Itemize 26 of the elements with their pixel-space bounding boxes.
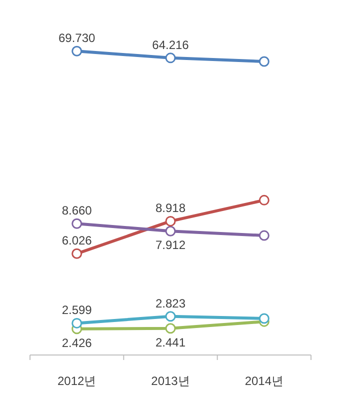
point: [258, 230, 270, 241]
x-tick-label: 2014년: [244, 374, 284, 388]
data-label: 2.426: [62, 336, 92, 350]
point: [165, 323, 176, 334]
point: [72, 46, 82, 56]
x-tick-label: 2012년: [57, 374, 96, 388]
point: [165, 311, 176, 322]
data-label: 2.599: [62, 303, 92, 318]
data-label: 6.026: [62, 234, 92, 248]
x-tick-label: 2013년: [151, 374, 190, 388]
point: [258, 313, 270, 324]
data-label: 7.912: [155, 238, 186, 252]
point: [72, 318, 82, 328]
data-label: 2.441: [155, 335, 186, 350]
point: [72, 218, 82, 229]
data-label: 64.216: [152, 38, 190, 52]
point: [258, 194, 270, 206]
data-label: 8.918: [155, 201, 186, 216]
data-label: 8.660: [62, 204, 92, 218]
point: [165, 226, 176, 236]
data-label: 2.823: [155, 296, 186, 310]
point: [165, 216, 176, 226]
point: [258, 56, 270, 67]
point: [72, 248, 82, 259]
point: [165, 52, 176, 64]
data-label: 69.730: [58, 31, 96, 46]
